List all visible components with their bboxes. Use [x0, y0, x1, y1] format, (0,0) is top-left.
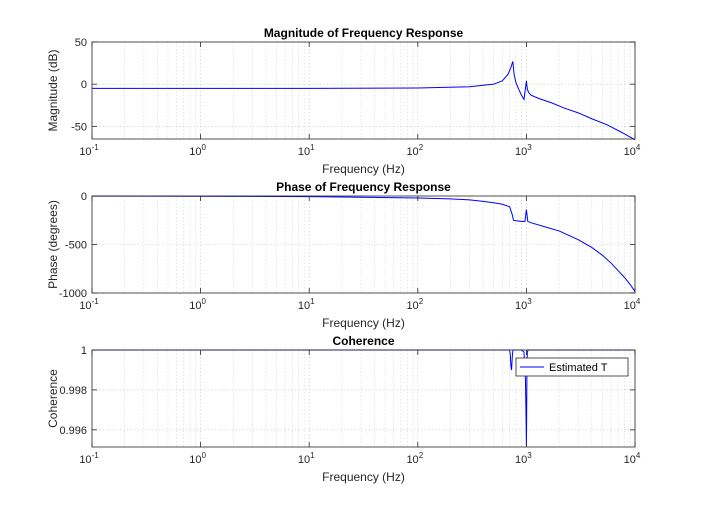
y-tick-label: 0.998 [59, 385, 87, 397]
x-tick-label: 104 [624, 297, 641, 312]
y-tick-label: 50 [75, 37, 87, 49]
legend: Estimated T [515, 357, 629, 377]
x-axis-label: Frequency (Hz) [322, 316, 405, 330]
x-tick-label: 10-1 [79, 451, 99, 466]
x-tick-label: 100 [189, 451, 206, 466]
x-tick-label: 102 [406, 451, 423, 466]
series-line-1 [92, 61, 635, 140]
x-tick-label: 103 [515, 451, 532, 466]
x-tick-label: 10-1 [79, 143, 99, 158]
y-axis-label: Coherence [46, 369, 60, 428]
y-tick-label: 0 [81, 191, 87, 203]
y-tick-label: 0.996 [59, 425, 87, 437]
x-tick-label: 102 [406, 297, 423, 312]
plot-area [92, 42, 635, 139]
x-tick-label: 101 [298, 143, 315, 158]
x-axis-label: Frequency (Hz) [322, 470, 405, 484]
series-line-1 [92, 195, 635, 292]
panel-2: 10-1 100 101 102 103 104 0 -500 -1000 Phase of Fr… [46, 180, 641, 330]
chart-title: Magnitude of Frequency Response [264, 26, 464, 40]
legend-box [515, 357, 629, 377]
x-tick-label: 100 [189, 297, 206, 312]
x-tick-label: 103 [515, 297, 532, 312]
x-tick-label: 102 [406, 143, 423, 158]
y-tick-label: 1 [81, 345, 87, 357]
x-axis-label: Frequency (Hz) [322, 162, 405, 176]
x-tick-label: 100 [189, 143, 206, 158]
x-tick-label: 104 [624, 143, 641, 158]
x-tick-label: 103 [515, 143, 532, 158]
y-tick-label: -1000 [59, 288, 87, 300]
x-tick-label: 101 [298, 297, 315, 312]
legend-entry: Estimated T [549, 362, 608, 374]
axes-box [91, 41, 636, 140]
panel-1: 10-1 100 101 102 103 104 50 0 -50 Magnitude of Fr… [46, 26, 641, 176]
y-tick-label: -50 [71, 121, 87, 133]
y-axis-label: Magnitude (dB) [46, 49, 60, 131]
chart-title: Coherence [332, 334, 394, 348]
chart-title: Phase of Frequency Response [276, 180, 451, 194]
y-tick-label: 0 [81, 79, 87, 91]
axes-box [91, 349, 636, 448]
panel-3: 10-1 100 101 102 103 10410.9980.996CoherenceF… [46, 334, 641, 484]
y-axis-label: Phase (degrees) [46, 200, 60, 289]
x-tick-label: 101 [298, 451, 315, 466]
x-tick-label: 104 [624, 451, 641, 466]
x-tick-label: 10-1 [79, 297, 99, 312]
y-tick-label: -500 [65, 240, 87, 252]
